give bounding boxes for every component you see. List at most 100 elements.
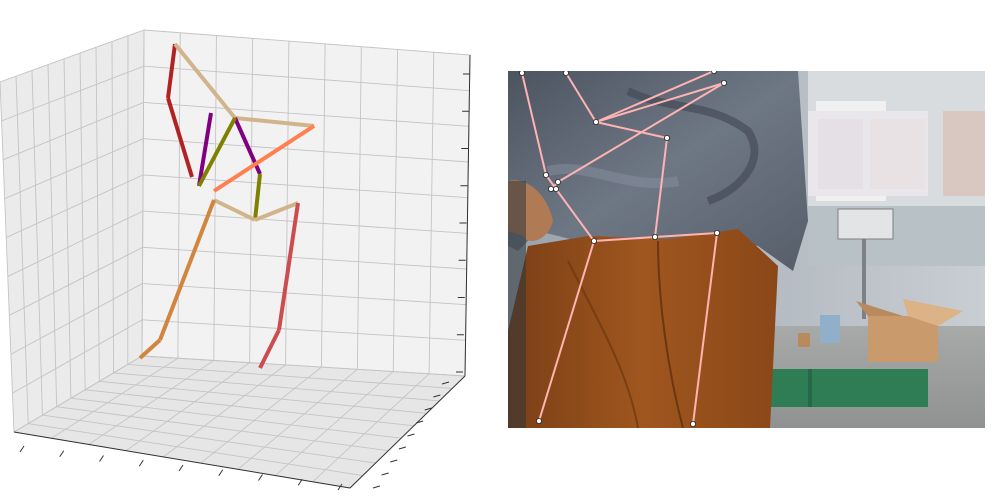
bone-2d	[595, 82, 725, 123]
joint-2d	[548, 186, 555, 193]
back-grid-vertical	[320, 43, 326, 368]
right-hip-limb	[254, 201, 299, 222]
side-grid-vertical	[0, 81, 15, 433]
back-grid-vertical	[285, 41, 290, 365]
back-grid-horizontal	[143, 174, 468, 199]
left-hip-limb	[213, 198, 256, 222]
joint-2d	[543, 172, 550, 179]
floor-grid-width	[127, 363, 453, 389]
side-grid-horizontal	[2, 102, 144, 161]
x-axis-line	[13, 431, 351, 489]
bone-2d	[595, 121, 668, 139]
x-tick	[178, 464, 184, 472]
y-tick	[433, 394, 441, 398]
bone-2d	[557, 82, 725, 183]
back-pane	[142, 30, 470, 376]
joint-2d	[591, 237, 598, 244]
bone-2d	[593, 236, 656, 242]
side-grid-vertical	[111, 41, 115, 373]
cardboard-box	[868, 316, 938, 362]
x-tick	[19, 445, 25, 453]
side-grid-vertical	[63, 58, 72, 399]
joint-2d	[689, 420, 696, 427]
back-grid-horizontal	[143, 101, 469, 127]
camera-photo	[508, 71, 985, 428]
back-grid-horizontal	[143, 29, 471, 56]
bone-2d	[654, 232, 718, 238]
side-grid-vertical	[47, 64, 58, 407]
z-axis-line	[464, 54, 471, 377]
left-shin-limb	[138, 338, 162, 360]
bone-2d	[654, 137, 668, 238]
head-left-limb	[197, 112, 213, 187]
back-grid-horizontal	[142, 246, 467, 270]
bone-2d	[565, 72, 597, 123]
side-grid-horizontal	[1, 65, 144, 122]
side-grid-horizontal	[12, 319, 143, 394]
side-grid-horizontal	[4, 138, 144, 200]
y-tick	[381, 472, 389, 476]
y-tick	[407, 433, 415, 437]
back-grid-horizontal	[142, 210, 468, 234]
back-grid-vertical	[392, 49, 399, 372]
bone-2d	[595, 71, 715, 123]
floor-grid-width	[113, 372, 440, 402]
axes-grid	[0, 29, 471, 489]
poster-board-right	[943, 111, 985, 196]
floor-grid-depth	[200, 366, 322, 464]
joint-2d	[563, 71, 569, 76]
left-upper-arm-limb	[166, 97, 194, 178]
side-grid-horizontal	[13, 355, 143, 433]
floor-grid-depth	[275, 371, 394, 476]
neck-upper-limb	[197, 117, 237, 187]
green-mat	[763, 369, 928, 407]
joint-2d	[663, 135, 670, 142]
joint-2d	[651, 233, 658, 240]
shoulder-line-limb	[212, 124, 316, 193]
joint-2d	[593, 119, 600, 126]
back-grid-vertical	[177, 32, 181, 359]
x-tick	[59, 450, 65, 458]
left-forearm-limb	[166, 43, 177, 99]
bone-2d	[555, 188, 595, 242]
floor-grid-width	[28, 423, 363, 477]
side-pane	[0, 30, 144, 432]
right-shin-limb	[258, 329, 281, 369]
side-grid-horizontal	[9, 246, 143, 316]
y-tick	[424, 407, 432, 411]
neck-lower-limb	[253, 173, 262, 221]
x-tick	[297, 478, 303, 486]
y-axis-line	[349, 375, 466, 489]
x-tick	[99, 455, 104, 462]
floor-grid-depth	[125, 362, 250, 452]
pose-3d-plot	[0, 29, 471, 491]
floor-grid-depth	[51, 357, 179, 439]
bone-2d	[692, 232, 718, 425]
joint-2d	[553, 186, 560, 193]
side-grid-horizontal	[0, 29, 145, 83]
side-grid-vertical	[31, 70, 43, 416]
right-collar-limb	[234, 116, 315, 128]
x-tick	[138, 459, 144, 467]
back-grid-horizontal	[143, 138, 469, 163]
side-grid-vertical	[95, 47, 100, 382]
back-grid-horizontal	[141, 355, 466, 377]
floor-grid-width	[85, 389, 414, 427]
y-tick	[390, 459, 398, 463]
x-tick	[337, 483, 343, 491]
x-tick	[218, 469, 224, 477]
skeleton-3d	[138, 42, 316, 369]
y-tick	[398, 446, 407, 450]
left-collar-limb	[173, 42, 237, 120]
back-grid-vertical	[428, 52, 435, 374]
side-grid-horizontal	[6, 174, 144, 238]
back-grid-horizontal	[142, 319, 466, 341]
bone-2d	[521, 72, 547, 176]
side-grid-horizontal	[7, 210, 144, 277]
floor-grid-depth	[163, 364, 286, 458]
axes-ticks	[13, 54, 471, 491]
side-grid-vertical	[79, 53, 86, 390]
back-grid-vertical	[213, 35, 217, 361]
joint-2d	[713, 229, 720, 236]
floor-grid-depth	[312, 373, 430, 483]
